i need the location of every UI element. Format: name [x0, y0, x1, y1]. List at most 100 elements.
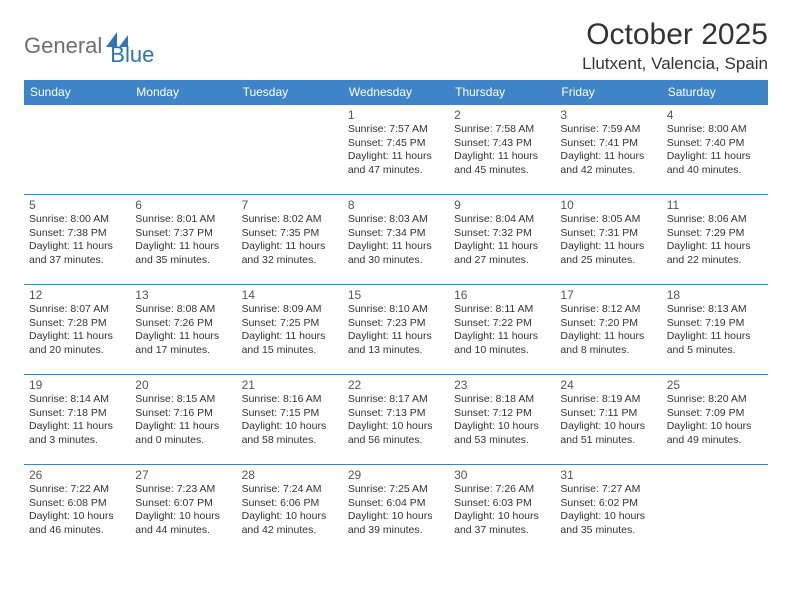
calendar-cell: 14 Sunrise: 8:09 AM Sunset: 7:25 PM Dayl…	[237, 285, 343, 375]
sunrise: Sunrise: 7:58 AM	[454, 123, 550, 137]
sunset: Sunset: 7:15 PM	[242, 407, 338, 421]
calendar-cell	[662, 465, 768, 546]
day-number: 15	[348, 288, 444, 302]
calendar-row: 26 Sunrise: 7:22 AM Sunset: 6:08 PM Dayl…	[24, 465, 768, 546]
daylight: Daylight: 10 hours and 39 minutes.	[348, 510, 444, 537]
daylight: Daylight: 11 hours and 15 minutes.	[242, 330, 338, 357]
sunset: Sunset: 7:41 PM	[560, 137, 656, 151]
weekday-header: Friday	[555, 80, 661, 105]
calendar-row: 19 Sunrise: 8:14 AM Sunset: 7:18 PM Dayl…	[24, 375, 768, 465]
calendar-cell: 7 Sunrise: 8:02 AM Sunset: 7:35 PM Dayli…	[237, 195, 343, 285]
day-number: 31	[560, 468, 656, 482]
daylight: Daylight: 11 hours and 0 minutes.	[135, 420, 231, 447]
calendar-cell: 24 Sunrise: 8:19 AM Sunset: 7:11 PM Dayl…	[555, 375, 661, 465]
daylight: Daylight: 11 hours and 30 minutes.	[348, 240, 444, 267]
sunrise: Sunrise: 8:11 AM	[454, 303, 550, 317]
calendar-cell: 3 Sunrise: 7:59 AM Sunset: 7:41 PM Dayli…	[555, 105, 661, 195]
sunset: Sunset: 7:25 PM	[242, 317, 338, 331]
sunset: Sunset: 6:07 PM	[135, 497, 231, 511]
daylight: Daylight: 10 hours and 35 minutes.	[560, 510, 656, 537]
sunrise: Sunrise: 8:02 AM	[242, 213, 338, 227]
day-number: 4	[667, 108, 763, 122]
day-number: 13	[135, 288, 231, 302]
sunrise: Sunrise: 8:18 AM	[454, 393, 550, 407]
sunrise: Sunrise: 7:23 AM	[135, 483, 231, 497]
calendar-cell: 30 Sunrise: 7:26 AM Sunset: 6:03 PM Dayl…	[449, 465, 555, 546]
day-number: 26	[29, 468, 125, 482]
calendar-cell: 25 Sunrise: 8:20 AM Sunset: 7:09 PM Dayl…	[662, 375, 768, 465]
day-number: 25	[667, 378, 763, 392]
sunset: Sunset: 6:03 PM	[454, 497, 550, 511]
daylight: Daylight: 11 hours and 5 minutes.	[667, 330, 763, 357]
daylight: Daylight: 10 hours and 42 minutes.	[242, 510, 338, 537]
daylight: Daylight: 10 hours and 53 minutes.	[454, 420, 550, 447]
calendar-cell	[24, 105, 130, 195]
sunrise: Sunrise: 8:14 AM	[29, 393, 125, 407]
sunrise: Sunrise: 8:03 AM	[348, 213, 444, 227]
sunset: Sunset: 7:12 PM	[454, 407, 550, 421]
daylight: Daylight: 10 hours and 44 minutes.	[135, 510, 231, 537]
day-number: 6	[135, 198, 231, 212]
sunrise: Sunrise: 8:20 AM	[667, 393, 763, 407]
sunset: Sunset: 7:16 PM	[135, 407, 231, 421]
sunrise: Sunrise: 7:24 AM	[242, 483, 338, 497]
day-number: 19	[29, 378, 125, 392]
sunrise: Sunrise: 8:10 AM	[348, 303, 444, 317]
day-number: 23	[454, 378, 550, 392]
sunrise: Sunrise: 7:22 AM	[29, 483, 125, 497]
sunrise: Sunrise: 8:08 AM	[135, 303, 231, 317]
sunrise: Sunrise: 8:15 AM	[135, 393, 231, 407]
sunset: Sunset: 7:38 PM	[29, 227, 125, 241]
sunset: Sunset: 7:28 PM	[29, 317, 125, 331]
calendar-cell: 19 Sunrise: 8:14 AM Sunset: 7:18 PM Dayl…	[24, 375, 130, 465]
calendar-cell: 11 Sunrise: 8:06 AM Sunset: 7:29 PM Dayl…	[662, 195, 768, 285]
calendar-cell: 26 Sunrise: 7:22 AM Sunset: 6:08 PM Dayl…	[24, 465, 130, 546]
weekday-header: Tuesday	[237, 80, 343, 105]
sunset: Sunset: 7:13 PM	[348, 407, 444, 421]
daylight: Daylight: 11 hours and 42 minutes.	[560, 150, 656, 177]
calendar-cell: 16 Sunrise: 8:11 AM Sunset: 7:22 PM Dayl…	[449, 285, 555, 375]
calendar-row: 5 Sunrise: 8:00 AM Sunset: 7:38 PM Dayli…	[24, 195, 768, 285]
sunset: Sunset: 7:11 PM	[560, 407, 656, 421]
calendar-cell: 17 Sunrise: 8:12 AM Sunset: 7:20 PM Dayl…	[555, 285, 661, 375]
weekday-header: Monday	[130, 80, 236, 105]
day-number: 5	[29, 198, 125, 212]
sunrise: Sunrise: 8:05 AM	[560, 213, 656, 227]
sunrise: Sunrise: 8:00 AM	[667, 123, 763, 137]
calendar-cell: 12 Sunrise: 8:07 AM Sunset: 7:28 PM Dayl…	[24, 285, 130, 375]
calendar-cell: 20 Sunrise: 8:15 AM Sunset: 7:16 PM Dayl…	[130, 375, 236, 465]
calendar-cell: 6 Sunrise: 8:01 AM Sunset: 7:37 PM Dayli…	[130, 195, 236, 285]
daylight: Daylight: 10 hours and 56 minutes.	[348, 420, 444, 447]
sunset: Sunset: 7:45 PM	[348, 137, 444, 151]
day-number: 7	[242, 198, 338, 212]
sunrise: Sunrise: 7:57 AM	[348, 123, 444, 137]
daylight: Daylight: 11 hours and 10 minutes.	[454, 330, 550, 357]
day-number: 22	[348, 378, 444, 392]
sunrise: Sunrise: 7:26 AM	[454, 483, 550, 497]
daylight: Daylight: 10 hours and 46 minutes.	[29, 510, 125, 537]
sunset: Sunset: 7:18 PM	[29, 407, 125, 421]
weekday-header: Thursday	[449, 80, 555, 105]
day-number: 20	[135, 378, 231, 392]
sunset: Sunset: 6:08 PM	[29, 497, 125, 511]
calendar-cell: 28 Sunrise: 7:24 AM Sunset: 6:06 PM Dayl…	[237, 465, 343, 546]
day-number: 27	[135, 468, 231, 482]
sunrise: Sunrise: 8:17 AM	[348, 393, 444, 407]
calendar-table: Sunday Monday Tuesday Wednesday Thursday…	[24, 80, 768, 546]
calendar-cell: 9 Sunrise: 8:04 AM Sunset: 7:32 PM Dayli…	[449, 195, 555, 285]
day-number: 14	[242, 288, 338, 302]
calendar-cell: 22 Sunrise: 8:17 AM Sunset: 7:13 PM Dayl…	[343, 375, 449, 465]
title-block: October 2025 Llutxent, Valencia, Spain	[582, 18, 768, 74]
calendar-cell	[237, 105, 343, 195]
sunrise: Sunrise: 8:13 AM	[667, 303, 763, 317]
sunset: Sunset: 6:04 PM	[348, 497, 444, 511]
sunset: Sunset: 7:35 PM	[242, 227, 338, 241]
calendar-cell: 1 Sunrise: 7:57 AM Sunset: 7:45 PM Dayli…	[343, 105, 449, 195]
day-number: 16	[454, 288, 550, 302]
day-number: 10	[560, 198, 656, 212]
sunrise: Sunrise: 8:06 AM	[667, 213, 763, 227]
daylight: Daylight: 11 hours and 37 minutes.	[29, 240, 125, 267]
calendar-cell: 27 Sunrise: 7:23 AM Sunset: 6:07 PM Dayl…	[130, 465, 236, 546]
daylight: Daylight: 11 hours and 27 minutes.	[454, 240, 550, 267]
sunset: Sunset: 7:22 PM	[454, 317, 550, 331]
